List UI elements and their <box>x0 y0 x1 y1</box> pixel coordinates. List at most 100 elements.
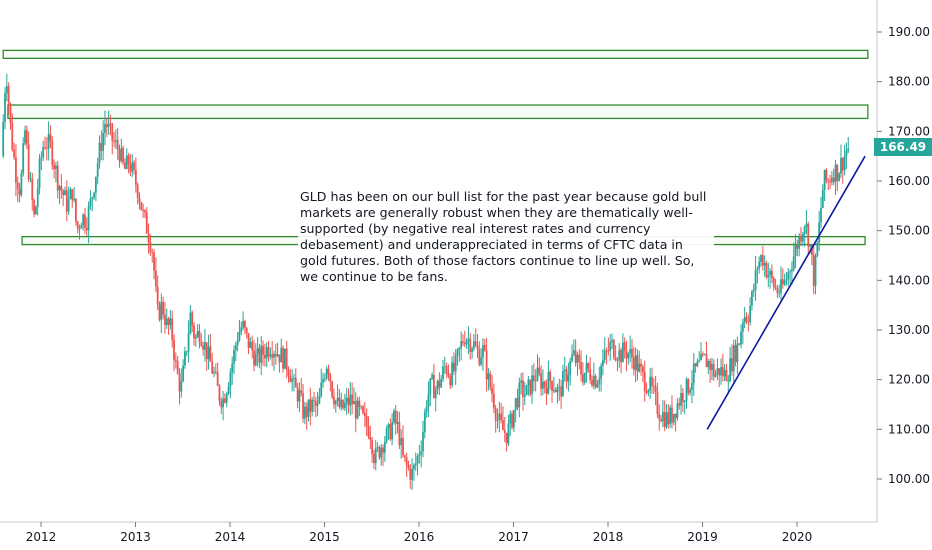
zone-box[interactable] <box>7 104 869 120</box>
candle-body <box>525 385 528 396</box>
candle-body <box>758 261 761 269</box>
candle-body <box>9 103 12 123</box>
y-tick-label: 130.00 <box>888 323 930 337</box>
candle-body <box>825 169 828 181</box>
candle-body <box>174 359 177 362</box>
candle-body <box>382 447 384 453</box>
candle-body <box>614 357 617 360</box>
candle-body <box>396 421 399 424</box>
candle-body <box>565 369 568 382</box>
candle-body <box>320 382 323 397</box>
candle-body <box>11 122 14 150</box>
candle-body <box>149 242 152 252</box>
candle-body <box>721 367 724 377</box>
candle-body <box>463 342 466 345</box>
candle-body <box>747 321 750 323</box>
candle-body <box>505 432 508 444</box>
candle-body <box>683 400 686 403</box>
candle-body <box>587 363 590 369</box>
candle-body <box>685 379 688 401</box>
candle-body <box>278 354 281 363</box>
candle-body <box>142 210 145 211</box>
trend-line[interactable] <box>706 155 866 430</box>
candle-body <box>214 371 217 373</box>
x-tick-label: 2013 <box>120 530 151 544</box>
candle-body <box>94 176 97 193</box>
candle-body <box>213 371 215 374</box>
candle-body <box>207 346 210 360</box>
candle-body <box>562 371 564 397</box>
candle-body <box>707 361 710 368</box>
candle-body <box>351 394 354 405</box>
candle-body <box>16 182 19 189</box>
candle-body <box>629 349 632 354</box>
candle-body <box>151 251 154 253</box>
candle-body <box>467 338 470 341</box>
candle-body <box>15 157 17 183</box>
candle-body <box>645 391 648 393</box>
candle-body <box>760 255 762 262</box>
candle-body <box>185 351 188 353</box>
candle-body <box>820 207 822 223</box>
x-tick-label: 2012 <box>26 530 57 544</box>
candle-body <box>612 340 615 358</box>
candle-body <box>329 374 332 382</box>
candle-body <box>791 269 793 272</box>
candle-body <box>218 385 221 402</box>
candle-body <box>503 429 506 433</box>
candle-body <box>153 252 155 271</box>
candle-body <box>772 277 775 287</box>
candle-body <box>449 376 452 386</box>
candle-body <box>349 394 352 406</box>
candle-body <box>253 350 255 366</box>
candle-body <box>393 410 395 423</box>
candle-body <box>220 401 223 408</box>
candle-body <box>363 413 366 416</box>
candle-body <box>93 192 95 198</box>
candle-body <box>134 169 137 185</box>
candle-body <box>247 333 250 348</box>
candle-body <box>60 186 63 191</box>
candle-body <box>229 372 232 387</box>
candle-body <box>823 169 826 190</box>
candle-body <box>263 354 266 359</box>
candle-body <box>38 158 41 189</box>
candle-body <box>502 420 504 430</box>
zone-box[interactable] <box>2 49 869 59</box>
candle-body <box>656 391 659 415</box>
time-axis[interactable]: 2012 2013 2014 2015 2016 2017 2018 2019 2020 <box>26 522 813 544</box>
candle-body <box>124 162 126 169</box>
candle-body <box>591 379 593 386</box>
candle-body <box>745 316 748 322</box>
candle-body <box>605 350 608 352</box>
candle-body <box>189 312 192 334</box>
candle-body <box>13 149 16 158</box>
candle-body <box>282 347 284 369</box>
candle-body <box>838 173 841 181</box>
candle-body <box>600 365 602 379</box>
candle-body <box>654 386 657 392</box>
candle-body <box>311 399 314 412</box>
candle-body <box>440 378 443 388</box>
candle-body <box>211 361 214 374</box>
candle-body <box>763 263 766 266</box>
candle-body <box>273 353 275 358</box>
candle-body <box>714 374 717 377</box>
candle-body <box>378 447 381 458</box>
candle-body <box>293 378 295 380</box>
candle-body <box>22 143 25 174</box>
candle-body <box>82 214 85 226</box>
candle-body <box>289 375 292 382</box>
candle-body <box>485 350 488 380</box>
candle-body <box>105 124 108 128</box>
x-tick-label: 2020 <box>782 530 813 544</box>
candle-body <box>667 412 670 425</box>
candle-body <box>107 123 110 128</box>
price-axis[interactable]: 100.00 110.00 120.00 130.00 140.00 150.00 160.… <box>877 25 930 486</box>
candle-body <box>114 140 117 142</box>
candle-body <box>331 381 334 397</box>
candle-body <box>652 385 655 387</box>
candle-body <box>776 288 779 294</box>
candle-body <box>111 123 114 141</box>
